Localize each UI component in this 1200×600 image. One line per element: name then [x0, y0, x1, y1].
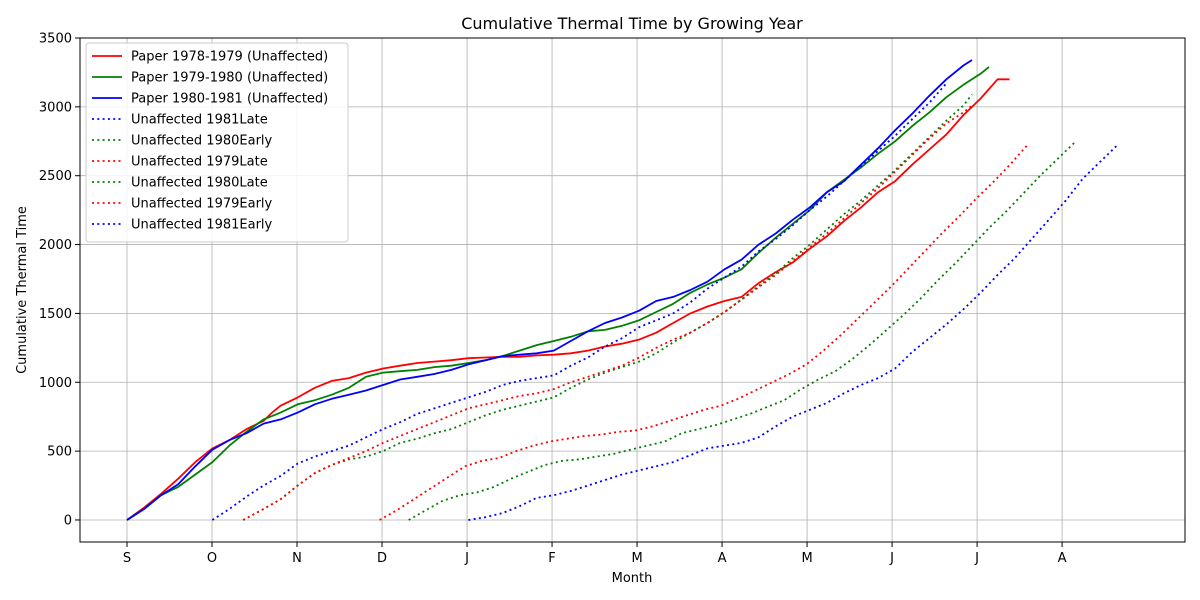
legend-entry: Unaffected 1979Early [131, 197, 273, 212]
x-tick-label: N [292, 551, 302, 566]
plot-frame [79, 37, 1186, 543]
x-tick-label: S [123, 551, 131, 566]
y-ticks: 0 500 1000 1500 2000 2500 3000 3500 [39, 32, 80, 528]
legend-entry: Unaffected 1979Late [131, 155, 268, 170]
legend-entry: Unaffected 1981Late [131, 113, 268, 128]
chart-title: Cumulative Thermal Time by Growing Year [461, 14, 803, 33]
x-tick-label: F [548, 551, 555, 566]
y-tick-label: 500 [47, 445, 72, 460]
y-tick-label: 2000 [39, 238, 72, 253]
series-line-6 [242, 104, 973, 521]
series-line-9 [468, 144, 1118, 521]
x-tick-label: J [974, 551, 979, 566]
y-tick-label: 1000 [39, 376, 72, 391]
y-tick-label: 2500 [39, 169, 72, 184]
legend-entry: Paper 1978-1979 (Unaffected) [131, 50, 328, 65]
x-tick-label: O [207, 551, 217, 566]
x-tick-label: M [801, 551, 812, 566]
x-tick-label: J [464, 551, 469, 566]
legend-box [85, 42, 349, 243]
x-tick-label: J [889, 551, 894, 566]
x-axis-label: Month [612, 571, 653, 586]
y-tick-label: 3500 [39, 32, 72, 47]
y-tick-label: 1500 [39, 307, 72, 322]
x-tick-label: A [718, 551, 727, 566]
series-line-4 [211, 82, 948, 521]
legend-entry: Paper 1979-1980 (Unaffected) [131, 71, 328, 86]
legend-entry: Unaffected 1980Early [131, 134, 273, 149]
y-tick-label: 0 [64, 513, 72, 528]
series-line-5 [242, 93, 973, 521]
series-line-3 [126, 59, 973, 521]
series-line-7 [408, 142, 1076, 521]
x-tick-label: M [631, 551, 642, 566]
series-group [126, 59, 1118, 521]
x-tick-label: A [1058, 551, 1067, 566]
legend: Paper 1978-1979 (Unaffected) Paper 1979-1… [85, 42, 349, 243]
legend-entry: Unaffected 1980Late [131, 176, 268, 191]
x-tick-label: D [377, 551, 387, 566]
y-axis-label: Cumulative Thermal Time [15, 206, 30, 374]
series-line-1 [126, 78, 1010, 521]
legend-entry: Paper 1980-1981 (Unaffected) [131, 92, 328, 107]
y-tick-label: 3000 [39, 100, 72, 115]
legend-entry: Unaffected 1981Early [131, 218, 273, 233]
